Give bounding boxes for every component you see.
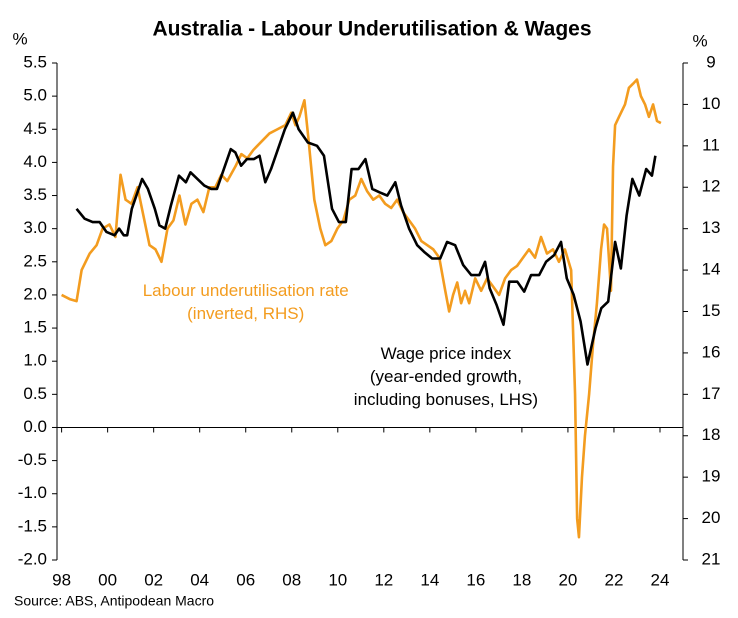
x-tick-label: 16 xyxy=(466,570,485,589)
annotation: including bonuses, LHS) xyxy=(354,390,538,409)
y2-tick-label: 15 xyxy=(702,301,721,320)
annotation: Wage price index xyxy=(381,344,512,363)
x-tick-label: 14 xyxy=(420,570,439,589)
y-tick-label: 5.0 xyxy=(23,86,47,105)
y2-tick-label: 14 xyxy=(702,260,721,279)
x-tick-label: 00 xyxy=(98,570,117,589)
y-tick-label: 1.5 xyxy=(23,318,47,337)
y2-tick-label: 19 xyxy=(702,467,721,486)
x-tick-label: 02 xyxy=(144,570,163,589)
y2-axis-label: % xyxy=(692,31,707,50)
x-tick-label: 04 xyxy=(190,570,209,589)
annotation: (inverted, RHS) xyxy=(187,304,304,323)
y-tick-label: 2.5 xyxy=(23,251,47,270)
annotation: (year-ended growth, xyxy=(370,367,522,386)
x-tick-label: 98 xyxy=(52,570,71,589)
y2-tick-label: 10 xyxy=(702,94,721,113)
y-tick-label: 3.0 xyxy=(23,218,47,237)
y-tick-label: -1.5 xyxy=(18,516,47,535)
y-tick-label: 0.5 xyxy=(23,384,47,403)
x-tick-label: 24 xyxy=(651,570,670,589)
y2-tick-label: 20 xyxy=(702,508,721,527)
y-tick-label: 4.5 xyxy=(23,119,47,138)
y2-tick-label: 16 xyxy=(702,342,721,361)
x-tick-label: 20 xyxy=(558,570,577,589)
y-tick-label: 5.5 xyxy=(23,52,47,71)
y-tick-label: 2.0 xyxy=(23,284,47,303)
y-tick-label: -1.0 xyxy=(18,483,47,502)
series-line xyxy=(61,78,662,539)
y2-tick-label: 13 xyxy=(702,218,721,237)
y-axis-label: % xyxy=(12,29,27,48)
series-line xyxy=(75,111,657,366)
y2-tick-label: 18 xyxy=(702,425,721,444)
y-tick-label: 3.5 xyxy=(23,185,47,204)
y-tick-label: -0.5 xyxy=(18,450,47,469)
x-tick-label: 06 xyxy=(236,570,255,589)
y2-tick-label: 11 xyxy=(702,135,720,154)
y-tick-label: -2.0 xyxy=(18,549,47,568)
x-tick-label: 18 xyxy=(512,570,531,589)
y2-tick-label: 9 xyxy=(706,52,715,71)
y2-tick-label: 21 xyxy=(702,549,721,568)
x-tick-label: 08 xyxy=(282,570,301,589)
y-tick-label: 0.0 xyxy=(23,417,47,436)
annotation: Labour underutilisation rate xyxy=(143,281,349,300)
source: Source: ABS, Antipodean Macro xyxy=(14,593,214,609)
x-tick-label: 22 xyxy=(604,570,623,589)
x-tick-label: 10 xyxy=(328,570,347,589)
x-tick-label: 12 xyxy=(374,570,393,589)
y2-tick-label: 17 xyxy=(702,384,721,403)
y-tick-label: 1.0 xyxy=(23,351,47,370)
y-tick-label: 4.0 xyxy=(23,152,47,171)
y2-tick-label: 12 xyxy=(702,177,721,196)
chart-title: Australia - Labour Underutilisation & Wa… xyxy=(152,18,591,41)
